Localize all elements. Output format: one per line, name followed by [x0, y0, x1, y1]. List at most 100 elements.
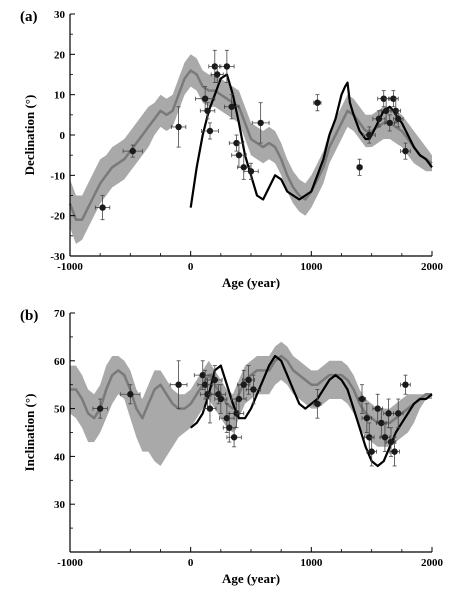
observation-point	[313, 94, 322, 112]
observation-marker	[223, 414, 231, 422]
y-tick-label: -10	[50, 170, 65, 182]
observation-marker	[127, 391, 134, 398]
observation-marker	[245, 376, 252, 384]
observation-point	[122, 144, 143, 158]
observation-point	[392, 398, 404, 429]
observation-marker	[250, 386, 257, 393]
observation-marker	[215, 391, 222, 398]
observation-point	[94, 195, 111, 221]
x-tick-label: -1000	[57, 557, 83, 569]
observation-point	[199, 102, 216, 120]
observation-marker	[366, 131, 373, 139]
observation-marker	[230, 434, 238, 441]
observation-point	[400, 374, 411, 395]
observation-marker	[206, 127, 214, 135]
observation-marker	[386, 119, 393, 127]
observation-marker	[247, 168, 255, 175]
declination-panel: -30 -20 -10 0 10 20 30 -1000 0 1000 2000 Age (year)…	[20, 9, 444, 290]
observation-point	[357, 384, 367, 414]
observation-marker	[175, 381, 182, 388]
observation-marker	[257, 119, 264, 127]
x-tick-label: -1000	[57, 261, 83, 273]
observation-marker	[385, 410, 392, 417]
observation-marker	[395, 115, 402, 123]
observation-marker	[211, 376, 218, 384]
observation-marker	[204, 391, 211, 398]
observation-point	[366, 436, 377, 467]
observation-marker	[380, 95, 387, 102]
observation-marker	[214, 71, 221, 78]
observation-marker	[363, 414, 371, 422]
x-tick-label: 1000	[300, 557, 323, 569]
observation-point	[237, 369, 251, 400]
observation-marker	[390, 95, 397, 102]
observation-marker	[402, 381, 409, 388]
observation-marker	[314, 99, 321, 106]
x-axis-label: Age (year)	[222, 275, 280, 290]
observation-point	[383, 398, 394, 429]
model-uncertainty-band	[70, 54, 432, 244]
observation-point	[364, 422, 375, 453]
observation-marker	[99, 204, 106, 211]
y-axis-label: Inclination (°)	[22, 394, 37, 472]
panel-label: (b)	[20, 308, 38, 324]
observation-marker	[223, 63, 231, 70]
observation-point	[392, 110, 404, 128]
observation-marker	[314, 400, 321, 408]
observation-marker	[96, 405, 104, 412]
y-tick-label: 40	[54, 451, 66, 463]
observation-point	[380, 98, 392, 124]
observation-point	[243, 162, 259, 180]
y-tick-label: 70	[54, 308, 66, 320]
observation-marker	[226, 424, 233, 431]
observation-point	[376, 408, 387, 438]
observation-point	[356, 158, 363, 176]
y-tick-label: -30	[50, 251, 65, 263]
y-tick-label: 50	[54, 404, 66, 416]
observation-marker	[204, 107, 211, 115]
observation-point	[251, 102, 270, 144]
observation-point	[170, 106, 187, 148]
observation-marker	[217, 395, 225, 403]
y-tick-label: 0	[60, 130, 66, 142]
observation-marker	[368, 448, 375, 455]
observation-point	[208, 49, 222, 83]
observation-point	[379, 422, 391, 453]
observation-marker	[382, 107, 390, 115]
observation-marker	[240, 164, 247, 171]
model-uncertainty-band	[70, 341, 432, 466]
observation-marker	[240, 381, 247, 388]
observation-point	[226, 427, 242, 448]
observation-point	[245, 374, 262, 405]
observation-point	[120, 384, 141, 405]
observation-marker	[201, 95, 209, 102]
observation-marker	[402, 147, 409, 155]
observation-marker	[206, 405, 214, 412]
x-tick-label: 0	[188, 261, 194, 273]
observation-point	[92, 398, 108, 419]
y-tick-label: -20	[50, 211, 65, 223]
observation-point	[201, 122, 219, 140]
observation-marker	[395, 410, 402, 417]
observation-marker	[175, 123, 182, 131]
x-tick-label: 2000	[421, 261, 444, 273]
observation-point	[169, 360, 188, 410]
observation-marker	[235, 395, 243, 403]
panel-label: (a)	[20, 9, 38, 25]
inclination-panel: 30 40 50 60 70 -1000 0 1000 2000 Age (year) Inclin…	[20, 308, 444, 586]
observation-point	[203, 393, 217, 424]
y-tick-label: 30	[54, 9, 66, 21]
x-tick-label: 1000	[300, 261, 323, 273]
observation-point	[400, 142, 411, 160]
observation-marker	[381, 434, 389, 441]
observation-point	[313, 389, 322, 419]
observation-marker	[378, 419, 385, 427]
x-tick-label: 2000	[421, 557, 444, 569]
observation-point	[237, 154, 251, 180]
observation-marker	[233, 410, 240, 417]
observation-point	[389, 436, 400, 467]
observation-marker	[358, 395, 366, 403]
observation-marker	[374, 405, 381, 412]
observation-point	[228, 134, 245, 152]
